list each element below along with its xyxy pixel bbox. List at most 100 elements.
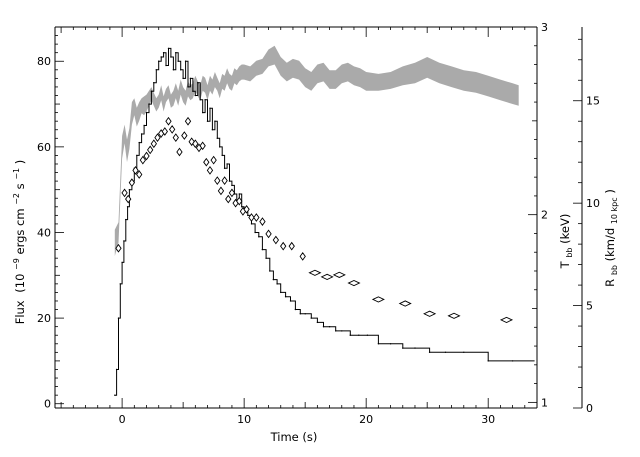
radius-point — [214, 176, 221, 185]
radius-point — [172, 133, 179, 142]
x-axis-title: Time (s) — [270, 430, 318, 444]
flux-point — [167, 47, 170, 50]
radius-point — [288, 241, 295, 251]
flux-point — [276, 283, 278, 285]
flux-point — [414, 347, 416, 349]
flux-point — [299, 313, 301, 315]
x-tick-label: 30 — [481, 413, 495, 426]
flux-point — [261, 248, 264, 251]
flux-point — [199, 99, 201, 101]
radius-point — [154, 133, 161, 142]
flux-point — [150, 90, 153, 92]
y-left-tick-label: 80 — [37, 55, 51, 68]
flux-point — [140, 133, 143, 135]
plot-area — [114, 45, 535, 396]
radius-point — [398, 300, 412, 307]
flux-point — [128, 189, 131, 191]
y-temp-axis-title: T bb (keV) — [558, 214, 575, 270]
y-radius-tick-label: 15 — [586, 95, 600, 108]
y-left-axis-title: Flux (10 −9 ergs cm −2 s −1 ) — [8, 160, 27, 325]
flux-point — [170, 56, 172, 58]
radius-point — [299, 252, 306, 261]
flux-point — [121, 261, 123, 264]
flux-point — [366, 334, 369, 336]
flux-point — [184, 60, 187, 62]
flux-point — [328, 326, 331, 328]
temperature-band — [114, 45, 519, 256]
flux-point — [180, 69, 182, 71]
radius-point — [447, 312, 461, 319]
y-left-label-name: Flux — [13, 300, 27, 324]
radius-point — [165, 116, 172, 126]
y-temp-tick-label: 2 — [541, 209, 548, 222]
radius-point — [147, 145, 154, 155]
flux-point — [335, 330, 337, 332]
flux-point — [158, 60, 160, 62]
flux-point — [219, 146, 221, 148]
flux-point — [254, 231, 256, 234]
flux-point — [214, 120, 216, 122]
flux-point — [402, 347, 404, 349]
flux-point — [250, 223, 253, 225]
flux-point — [172, 69, 175, 71]
radius-point — [203, 157, 210, 167]
radius-point — [253, 213, 260, 222]
flux-point — [160, 56, 162, 58]
flux-point — [117, 317, 120, 319]
radius-point — [210, 155, 217, 165]
flux-step-line — [114, 47, 535, 396]
radius-point — [161, 127, 168, 136]
flux-point — [206, 120, 209, 122]
x-tick-label: 20 — [359, 413, 373, 426]
radius-point — [499, 316, 514, 324]
flux-point — [162, 52, 165, 54]
flux-point — [377, 343, 380, 345]
flux-point — [428, 351, 431, 353]
flux-point — [389, 343, 392, 345]
flux-point — [284, 296, 287, 298]
flux-point — [341, 330, 343, 332]
radius-point — [272, 235, 280, 245]
radius-point — [136, 170, 143, 179]
radius-point — [221, 176, 228, 185]
y-radius-tick-label: 10 — [586, 197, 600, 210]
flux-point — [197, 82, 199, 84]
y-left-tick-label: 40 — [37, 226, 51, 239]
radius-point — [225, 194, 232, 204]
flux-point — [231, 184, 233, 187]
flux-point — [145, 111, 148, 114]
radius-point — [115, 243, 122, 253]
y-left-tick-label: 20 — [37, 312, 51, 325]
radius-point — [228, 188, 236, 198]
flux-point — [265, 257, 267, 259]
radius-point — [121, 188, 128, 198]
flux-point — [165, 64, 167, 67]
flux-point — [194, 94, 196, 97]
flux-point — [136, 154, 138, 157]
radius-point — [423, 310, 437, 317]
flux-point — [238, 193, 240, 195]
flux-point — [228, 180, 231, 182]
y-temp-tick-label: 3 — [541, 21, 548, 34]
flux-point — [511, 360, 514, 362]
radius-point — [280, 241, 287, 251]
flux-point — [115, 368, 118, 371]
flux-point — [148, 103, 150, 105]
flux-point — [202, 111, 204, 114]
flux-point — [463, 351, 465, 353]
flux-point — [289, 300, 292, 302]
flux-point — [294, 308, 297, 311]
flux-point — [310, 317, 312, 319]
radius-point — [192, 139, 199, 149]
radius-point — [371, 296, 385, 303]
flux-point — [138, 141, 140, 144]
radius-point — [347, 279, 361, 287]
radius-point — [308, 269, 322, 276]
svg-text:T bb (keV): T bb (keV) — [558, 214, 575, 270]
flux-point — [216, 137, 218, 139]
flux-point — [123, 240, 125, 242]
svg-text:Flux (10 −9: Flux (10 −9 ergs cm −2 s −1 ) — [8, 160, 27, 325]
flux-point — [272, 278, 275, 281]
